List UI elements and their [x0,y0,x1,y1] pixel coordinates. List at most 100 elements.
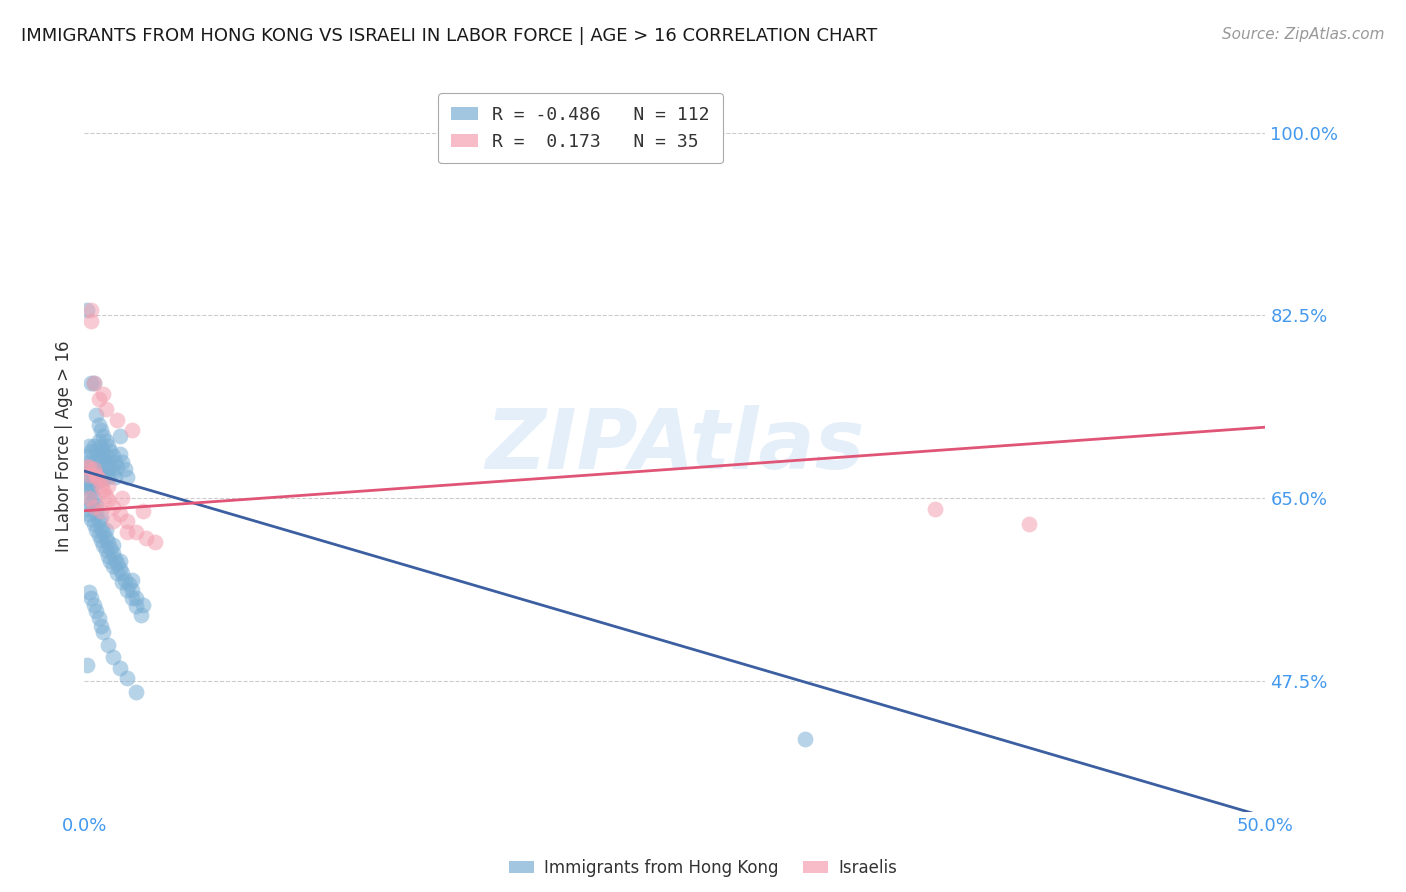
Point [115,470,138,484]
Point [90,504,112,518]
Point [115,671,138,685]
Point [111,491,134,506]
Point [104,470,127,484]
Point [97,470,120,484]
Point [77,507,100,521]
Point [91,444,114,458]
Point [76,303,98,318]
Point [101,514,124,528]
Point [77,585,100,599]
Point [87,528,110,542]
Point [84,604,107,618]
Point [101,545,124,559]
Point [83,439,105,453]
Point [87,465,110,479]
Point [97,638,120,652]
Point [132,504,155,518]
Point [125,591,148,605]
Point [129,608,152,623]
Point [91,472,114,486]
Point [94,531,117,545]
Point [125,524,148,539]
Point [87,611,110,625]
Point [97,535,120,549]
Point [94,402,117,417]
Point [87,392,110,406]
Point [80,591,103,605]
Point [101,450,124,464]
Point [83,470,105,484]
Point [91,458,114,472]
Point [76,450,98,464]
Point [1018,517,1040,532]
Point [125,599,148,613]
Point [84,459,107,474]
Point [125,684,148,698]
Point [108,447,131,461]
Point [77,455,100,469]
Point [77,459,100,474]
Point [83,598,105,612]
Point [118,577,141,591]
Point [80,313,103,327]
Point [83,455,105,469]
Point [97,479,120,493]
Text: Source: ZipAtlas.com: Source: ZipAtlas.com [1222,27,1385,42]
Point [101,500,124,514]
Point [90,439,112,453]
Point [83,501,105,516]
Point [94,543,117,558]
Point [101,465,124,479]
Point [121,583,143,598]
Point [83,376,105,391]
Point [90,520,112,534]
Point [87,450,110,464]
Point [90,479,112,493]
Point [91,483,114,497]
Point [101,559,124,574]
Point [90,465,112,479]
Point [924,501,946,516]
Point [91,428,114,442]
Point [107,566,129,581]
Point [83,491,105,506]
Point [108,554,131,568]
Point [97,439,120,453]
Point [84,475,107,490]
Point [84,470,107,484]
Point [107,459,129,474]
Point [80,481,103,495]
Point [143,535,166,549]
Point [80,303,103,318]
Point [84,498,107,512]
Point [87,514,110,528]
Point [83,517,105,532]
Point [87,418,110,433]
Point [101,538,124,552]
Point [90,451,112,466]
Point [121,573,143,587]
Point [114,462,136,476]
Point [80,459,103,474]
Point [80,470,103,484]
Point [104,455,127,469]
Text: IMMIGRANTS FROM HONG KONG VS ISRAELI IN LABOR FORCE | AGE > 16 CORRELATION CHART: IMMIGRANTS FROM HONG KONG VS ISRAELI IN … [21,27,877,45]
Point [115,583,138,598]
Point [76,459,98,474]
Legend: R = -0.486   N = 112, R =  0.173   N = 35: R = -0.486 N = 112, R = 0.173 N = 35 [439,93,723,163]
Point [83,500,105,514]
Point [97,455,120,469]
Point [80,485,103,500]
Point [94,434,117,448]
Point [80,512,103,526]
Point [114,573,136,587]
Point [80,496,103,510]
Point [98,554,121,568]
Point [111,455,134,469]
Point [76,658,98,673]
Point [84,468,107,483]
Point [80,376,103,391]
Point [108,428,131,442]
Point [135,531,157,545]
Point [107,413,129,427]
